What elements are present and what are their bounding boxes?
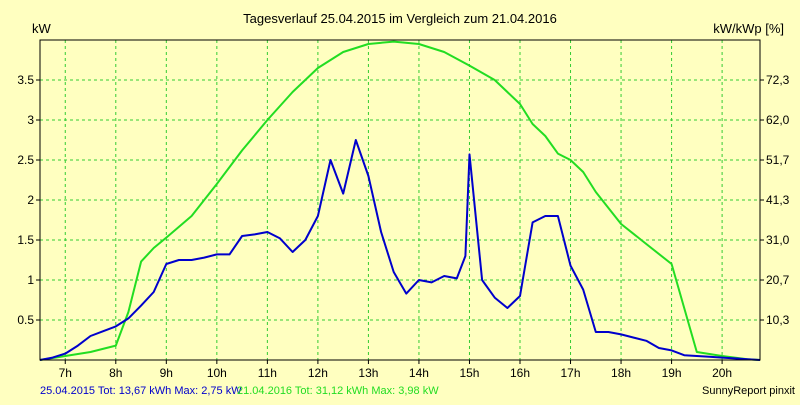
y-tick-label-right: 72,3 [766,73,790,87]
grid [40,40,760,360]
x-tick-label: 10h [207,366,227,380]
y-tick-label-right: 20,7 [766,273,790,287]
y-axis-right-label: kW/kWp [%] [713,21,784,36]
axes: 7h 8h 9h 10h 11h 12h 13h 14h 15h 16h 17h 18h 19h 20h 0… [17,73,789,380]
series-line-2016 [39,40,761,361]
x-tick-label: 12h [308,366,328,380]
series-line-2015 [39,139,761,361]
legend-entry-2016: 21.04.2016 Tot: 31,12 kWh Max: 3,98 kW [237,385,439,397]
y-tick-label-left: 0.5 [17,313,34,327]
series-layer [39,40,761,361]
y-tick-label-left: 2.5 [17,153,34,167]
y-tick-label-right: 62,0 [766,113,790,127]
y-tick-label-left: 3 [27,113,34,127]
y-tick-label-left: 1 [27,273,34,287]
y-tick-label-right: 41,3 [766,193,790,207]
y-tick-label-right: 51,7 [766,153,790,167]
legend-entry-2015: 25.04.2015 Tot: 13,67 kWh Max: 2,75 kW [40,385,242,397]
y-tick-label-right: 10,3 [766,313,790,327]
x-tick-label: 18h [611,366,631,380]
x-tick-label: 16h [510,366,530,380]
y-tick-label-left: 2 [27,193,34,207]
y-axis-left-label: kW [32,21,52,36]
x-tick-label: 7h [59,366,72,380]
chart-title: Tagesverlauf 25.04.2015 im Vergleich zum… [243,11,557,26]
x-tick-label: 20h [712,366,732,380]
footer-credit: SunnyReport pinxit [702,385,795,397]
y-tick-label-left: 1.5 [17,233,34,247]
x-tick-label: 9h [160,366,173,380]
y-tick-label-right: 31,0 [766,233,790,247]
x-tick-label: 17h [561,366,581,380]
x-tick-label: 14h [409,366,429,380]
x-tick-label: 13h [358,366,378,380]
x-tick-label: 15h [459,366,479,380]
x-tick-label: 19h [662,366,682,380]
x-tick-label: 11h [258,366,277,380]
x-tick-label: 8h [109,366,122,380]
y-tick-label-left: 3.5 [17,73,34,87]
